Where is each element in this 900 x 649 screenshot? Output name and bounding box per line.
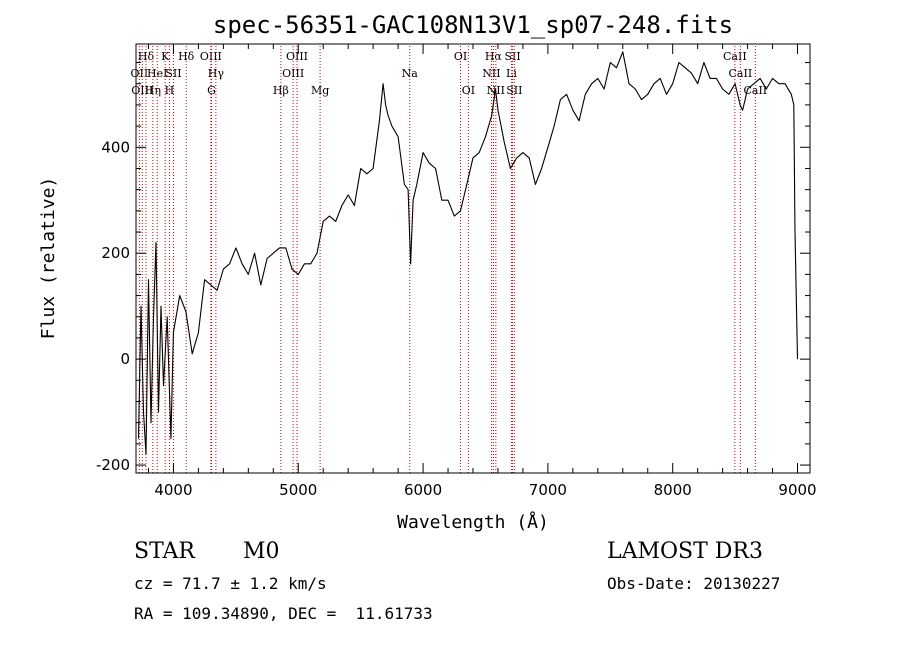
x-tick-label: 9000: [778, 481, 816, 499]
plot-frame: [135, 43, 811, 474]
y-tick-label: 400: [101, 138, 130, 156]
line-marker-label: CaII: [723, 50, 747, 63]
y-tick-label: 0: [120, 350, 130, 368]
line-marker-label: H: [165, 84, 175, 97]
redshift-text: cz = 71.7 ± 1.2 km/s: [134, 574, 327, 593]
line-marker-label: G: [207, 84, 216, 97]
line-marker-label: OI: [454, 50, 467, 63]
line-marker-label: OIII: [282, 67, 304, 80]
line-marker-label: Hγ: [208, 67, 225, 80]
coords-text: RA = 109.34890, DEC = 11.61733: [134, 604, 433, 623]
line-marker-label: Hδ: [178, 50, 195, 63]
line-marker-label: CaII: [729, 67, 753, 80]
line-marker-label: SII: [506, 84, 522, 97]
x-tick-label: 6000: [404, 481, 442, 499]
x-tick-label: 5000: [279, 481, 317, 499]
line-marker-label: NII: [482, 67, 500, 80]
line-marker-label: Hβ: [273, 84, 289, 97]
line-marker-label: Hα: [485, 50, 503, 63]
line-marker-label: SII: [504, 50, 520, 63]
x-tick-label: 7000: [529, 481, 567, 499]
line-marker-label: SII: [165, 67, 181, 80]
line-marker-label: Na: [402, 67, 419, 80]
x-tick-label: 8000: [654, 481, 692, 499]
y-tick-label: -200: [96, 456, 130, 474]
series-group: [137, 51, 799, 456]
flux-series-line: [137, 51, 799, 456]
line-marker-label: OIII: [131, 84, 153, 97]
line-marker-label: OII: [131, 67, 149, 80]
line-marker-label: Hδ: [138, 50, 155, 63]
chart-title: spec-56351-GAC108N13V1_sp07-248.fits: [213, 11, 733, 39]
line-marker-label: Li: [506, 67, 517, 80]
subclass: M0: [243, 539, 280, 564]
y-tick-label: 200: [101, 244, 130, 262]
object-class: STAR: [134, 539, 195, 564]
line-marker-label: OIII: [286, 50, 308, 63]
line-marker-label: HeI: [147, 67, 167, 80]
line-marker-label: OI: [462, 84, 475, 97]
line-marker-label: K: [161, 50, 170, 63]
axis-tick-group: 4000 5000 6000 7000 8000 9000 -200 0 200 400: [96, 44, 817, 499]
line-marker-group: OII OIII Hδ Hη HeI K H SII Hδ OIII Hγ G Hβ OIII OIII Mg…: [131, 46, 767, 473]
obs-date-text: Obs-Date: 20130227: [607, 574, 781, 593]
y-axis-label: Flux (relative): [38, 177, 59, 340]
survey-label: LAMOST DR3: [607, 539, 763, 564]
x-tick-label: 4000: [154, 481, 192, 499]
line-marker-label: Hη: [145, 84, 161, 97]
x-axis-label: Wavelength (Å): [397, 511, 549, 533]
line-marker-label: Mg: [311, 84, 329, 97]
line-marker-label: OIII: [200, 50, 222, 63]
